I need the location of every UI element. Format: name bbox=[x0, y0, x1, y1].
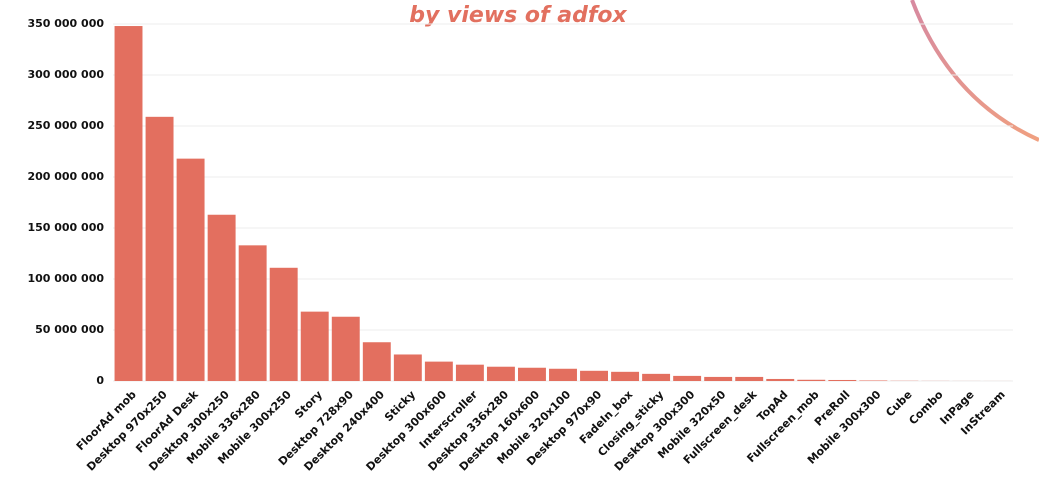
y-tick-label: 0 bbox=[96, 374, 104, 387]
bar bbox=[207, 214, 236, 381]
bar bbox=[549, 368, 577, 381]
bar bbox=[673, 375, 702, 381]
y-tick-label: 250 000 000 bbox=[27, 119, 104, 132]
y-tick-label: 50 000 000 bbox=[35, 323, 104, 336]
bar bbox=[176, 158, 205, 381]
bar bbox=[486, 366, 515, 381]
bar bbox=[145, 116, 174, 381]
bar bbox=[735, 376, 764, 381]
y-tick-label: 100 000 000 bbox=[27, 272, 104, 285]
bar bbox=[362, 342, 391, 381]
bar bbox=[331, 316, 360, 381]
bar bbox=[300, 311, 329, 381]
bar bbox=[455, 364, 484, 381]
y-tick-label: 200 000 000 bbox=[27, 170, 104, 183]
bar bbox=[238, 245, 267, 381]
bar bbox=[766, 378, 795, 381]
decor-arc bbox=[910, 0, 1039, 142]
bar bbox=[828, 379, 857, 381]
y-tick-label: 300 000 000 bbox=[27, 68, 104, 81]
bar bbox=[424, 361, 453, 381]
bar bbox=[580, 370, 608, 381]
bar bbox=[642, 373, 671, 381]
bar bbox=[518, 367, 546, 381]
bar bbox=[269, 267, 298, 381]
bar bbox=[611, 371, 640, 381]
bar bbox=[797, 379, 826, 381]
bar bbox=[704, 376, 733, 381]
bar bbox=[114, 26, 143, 381]
bar bbox=[393, 354, 422, 381]
y-tick-label: 150 000 000 bbox=[27, 221, 104, 234]
y-tick-label: 350 000 000 bbox=[27, 17, 104, 30]
bar bbox=[859, 380, 888, 381]
